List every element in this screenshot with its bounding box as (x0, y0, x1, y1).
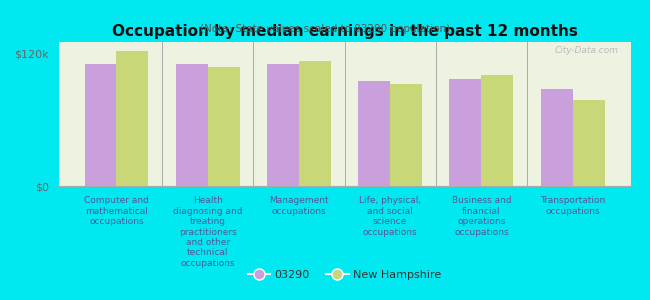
Bar (358, 81, 390, 186)
Text: (Note: State values scaled to 03290 population): (Note: State values scaled to 03290 popu… (200, 23, 450, 34)
Bar (573, 100, 604, 186)
Bar (449, 79, 482, 186)
Title: Occupation by median earnings in the past 12 months: Occupation by median earnings in the pas… (112, 24, 577, 39)
Bar (207, 68, 240, 186)
Bar (390, 84, 422, 186)
Text: City-Data.com: City-Data.com (555, 46, 619, 55)
Bar (482, 75, 514, 186)
Legend: 03290, New Hampshire: 03290, New Hampshire (243, 265, 446, 284)
Bar (116, 51, 148, 186)
Bar (541, 88, 573, 186)
Bar (267, 64, 299, 186)
Bar (299, 61, 331, 186)
Bar (176, 64, 207, 186)
Bar (84, 64, 116, 186)
